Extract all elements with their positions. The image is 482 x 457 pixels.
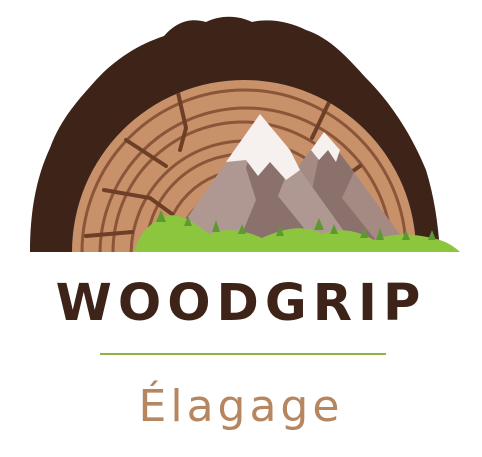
grass-strip — [134, 210, 460, 252]
log-slice-mountain-icon — [30, 16, 460, 252]
tagline: Élagage — [138, 381, 344, 432]
divider-line — [100, 353, 386, 355]
mountain-range — [166, 114, 410, 248]
brand-name: WOODGRIP — [55, 274, 427, 333]
